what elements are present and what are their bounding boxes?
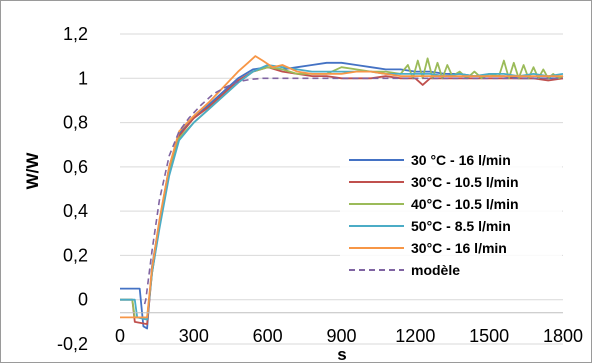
x-tick-label: 900 [326,326,356,346]
x-tick-label: 1800 [543,326,583,346]
series-line [120,55,563,319]
x-tick-label: 0 [115,326,125,346]
x-tick-label: 600 [253,326,283,346]
x-tick-label: 1500 [469,326,509,346]
y-tick-label: 0,2 [63,245,88,265]
legend-label: 50°C - 8.5 l/min [411,218,511,234]
legend-label: 30°C - 16 l/min [411,240,507,256]
legend-label: 30 °C - 16 l/min [411,152,511,168]
x-tick-label: 1200 [395,326,435,346]
series-line [143,77,563,305]
y-axis-title: W/W [23,152,42,190]
y-tick-label: 0,8 [63,113,88,133]
x-tick-label: 300 [179,326,209,346]
legend-label: 40°C - 10.5 l/min [411,196,519,212]
axes: -0,2 0 0,2 0,4 0,6 0,8 1 1,2 0 300 600 900 1200 1500 1… [57,24,583,354]
y-tick-label: 0 [78,290,88,310]
legend-label: modèle [411,262,460,278]
series-line [120,64,564,321]
y-tick-label: 1,2 [63,24,88,44]
legend: 30 °C - 16 l/min 30°C - 10.5 l/min 40°C - … [340,148,562,298]
y-tick-label: 0,6 [63,157,88,177]
legend-label: 30°C - 10.5 l/min [411,174,519,190]
legend-background [340,148,562,298]
x-axis-title: s [337,345,346,362]
series-lines [120,55,564,330]
y-tick-label: 0,4 [63,201,88,221]
y-tick-label: -0,2 [57,334,88,354]
y-tick-label: 1 [78,68,88,88]
